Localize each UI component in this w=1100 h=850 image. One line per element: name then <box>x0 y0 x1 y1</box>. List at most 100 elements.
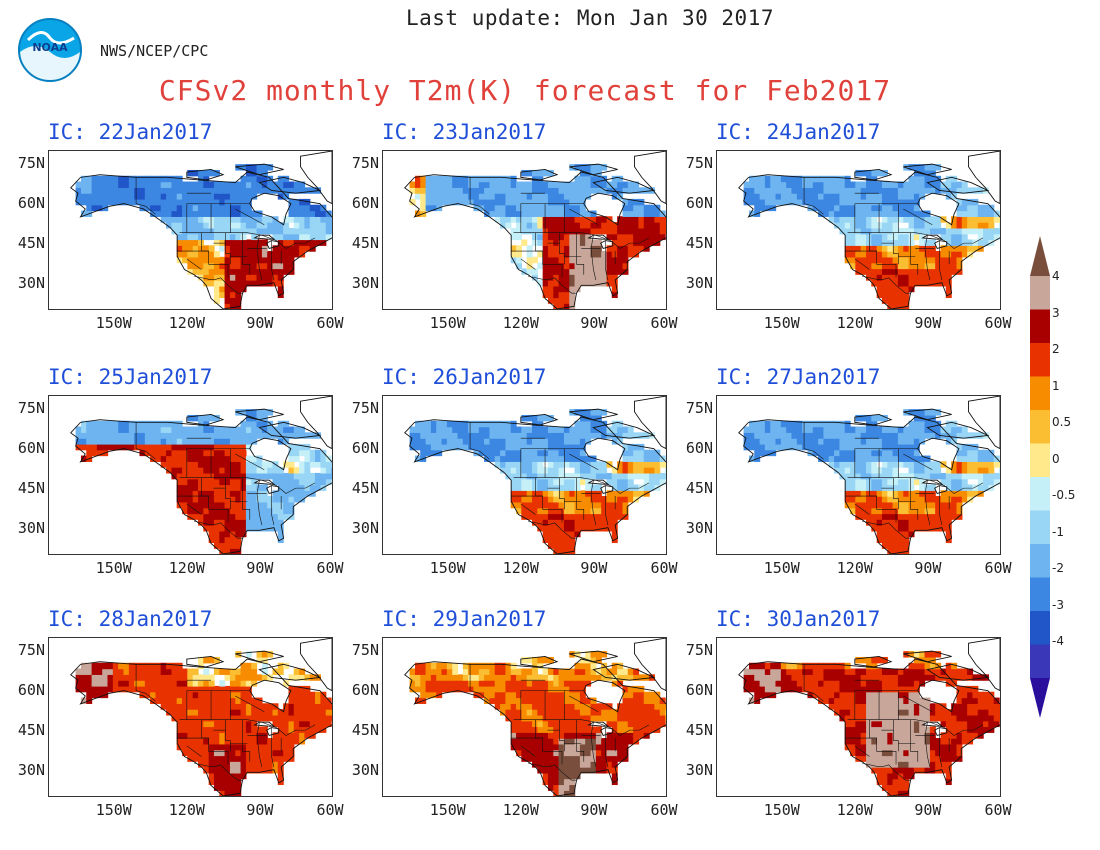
forecast-map <box>716 637 1001 797</box>
forecast-panel: IC: 28Jan2017 75N 60N 45N 30N 150W 120W 90W 60W <box>18 607 344 822</box>
longitude-tick-label: 150W <box>763 801 800 819</box>
longitude-axis: 150W 120W 90W 60W <box>716 801 1012 821</box>
longitude-tick-label: 120W <box>836 314 873 332</box>
longitude-tick-label: 60W <box>316 801 344 819</box>
forecast-map <box>716 395 1001 555</box>
latitude-tick-label: 75N <box>17 154 45 173</box>
longitude-tick-label: 90W <box>580 801 608 819</box>
colorbar-label: 0 <box>1052 451 1060 466</box>
colorbar-swatch <box>1030 477 1050 511</box>
colorbar-label: 0.5 <box>1052 415 1072 430</box>
anomaly-field <box>70 638 332 796</box>
latitude-tick-label: 30N <box>685 519 713 538</box>
longitude-tick-label: 90W <box>246 314 274 332</box>
latitude-tick-label: 30N <box>685 761 713 780</box>
latitude-tick-label: 75N <box>351 154 379 173</box>
longitude-tick-label: 150W <box>763 559 800 577</box>
latitude-tick-label: 45N <box>685 234 713 253</box>
latitude-tick-label: 60N <box>17 681 45 700</box>
latitude-tick-label: 60N <box>351 194 379 213</box>
panel-ic-label: IC: 26Jan2017 <box>382 365 547 389</box>
colorbar-label: -2 <box>1052 561 1064 576</box>
latitude-tick-label: 30N <box>351 519 379 538</box>
forecast-panel: IC: 30Jan2017 75N 60N 45N 30N 150W 120W 90W 60W <box>686 607 1012 822</box>
colorbar-swatch <box>1030 611 1050 645</box>
latitude-axis: 75N 60N 45N 30N <box>341 150 379 310</box>
longitude-tick-label: 120W <box>836 801 873 819</box>
latitude-tick-label: 30N <box>351 761 379 780</box>
longitude-axis: 150W 120W 90W 60W <box>716 559 1012 579</box>
panel-ic-label: IC: 27Jan2017 <box>716 365 881 389</box>
colorbar-label: -3 <box>1052 597 1064 612</box>
forecast-panel: IC: 24Jan2017 75N 60N 45N 30N 150W 120W 90W 60W <box>686 120 1012 335</box>
anomaly-field <box>738 638 1000 796</box>
anomaly-field <box>404 151 666 309</box>
latitude-tick-label: 60N <box>685 681 713 700</box>
panel-ic-label: IC: 25Jan2017 <box>48 365 213 389</box>
latitude-tick-label: 30N <box>351 274 379 293</box>
longitude-tick-label: 90W <box>914 314 942 332</box>
latitude-tick-label: 75N <box>351 641 379 660</box>
latitude-tick-label: 60N <box>685 439 713 458</box>
longitude-axis: 150W 120W 90W 60W <box>48 559 344 579</box>
forecast-panel: IC: 25Jan2017 75N 60N 45N 30N 150W 120W 90W 60W <box>18 365 344 580</box>
latitude-axis: 75N 60N 45N 30N <box>675 637 713 797</box>
longitude-tick-label: 120W <box>168 559 205 577</box>
latitude-tick-label: 30N <box>17 274 45 293</box>
latitude-tick-label: 45N <box>17 721 45 740</box>
colorbar-label: -0.5 <box>1052 488 1076 503</box>
latitude-tick-label: 45N <box>17 234 45 253</box>
latitude-tick-label: 30N <box>685 274 713 293</box>
forecast-map <box>48 637 333 797</box>
latitude-tick-label: 45N <box>17 479 45 498</box>
latitude-tick-label: 60N <box>351 439 379 458</box>
latitude-tick-label: 45N <box>351 721 379 740</box>
colorbar-swatch <box>1030 410 1050 444</box>
colorbar-swatches <box>1030 236 1050 718</box>
latitude-tick-label: 45N <box>351 234 379 253</box>
longitude-tick-label: 150W <box>429 559 466 577</box>
latitude-tick-label: 30N <box>17 761 45 780</box>
colorbar-label: 4 <box>1052 269 1060 283</box>
colorbar-swatch <box>1030 309 1050 344</box>
longitude-tick-label: 120W <box>836 559 873 577</box>
latitude-tick-label: 75N <box>351 399 379 418</box>
org-name: NWS/NCEP/CPC <box>100 42 209 60</box>
latitude-tick-label: 75N <box>17 399 45 418</box>
colorbar-swatch <box>1030 376 1050 411</box>
latitude-tick-label: 60N <box>351 681 379 700</box>
longitude-tick-label: 90W <box>914 559 942 577</box>
colorbar-swatch <box>1030 577 1050 612</box>
longitude-tick-label: 60W <box>984 559 1012 577</box>
panel-ic-label: IC: 29Jan2017 <box>382 607 547 631</box>
longitude-axis: 150W 120W 90W 60W <box>382 314 678 334</box>
longitude-tick-label: 90W <box>914 801 942 819</box>
colorbar-label: 3 <box>1052 305 1060 320</box>
forecast-panel: IC: 26Jan2017 75N 60N 45N 30N 150W 120W 90W 60W <box>352 365 678 580</box>
longitude-tick-label: 60W <box>984 801 1012 819</box>
anomaly-field <box>738 151 1000 309</box>
latitude-axis: 75N 60N 45N 30N <box>675 395 713 555</box>
longitude-axis: 150W 120W 90W 60W <box>382 801 678 821</box>
longitude-axis: 150W 120W 90W 60W <box>48 314 344 334</box>
colorbar-label: 1 <box>1052 378 1060 393</box>
latitude-axis: 75N 60N 45N 30N <box>7 395 45 555</box>
colorbar-swatch <box>1030 644 1050 679</box>
latitude-tick-label: 45N <box>685 721 713 740</box>
panel-ic-label: IC: 22Jan2017 <box>48 120 213 144</box>
latitude-axis: 75N 60N 45N 30N <box>675 150 713 310</box>
noaa-logo-text: NOAA <box>32 41 68 54</box>
anomaly-field <box>70 396 332 554</box>
forecast-map <box>48 150 333 310</box>
forecast-map <box>382 150 667 310</box>
colorbar-swatch <box>1030 678 1050 718</box>
longitude-tick-label: 150W <box>95 314 132 332</box>
longitude-tick-label: 60W <box>650 559 678 577</box>
longitude-tick-label: 120W <box>502 559 539 577</box>
noaa-logo: NOAA <box>18 18 82 82</box>
colorbar-label: -1 <box>1052 524 1064 539</box>
anomaly-field <box>404 396 666 554</box>
colorbar-swatch <box>1030 236 1050 276</box>
longitude-tick-label: 150W <box>95 801 132 819</box>
anomaly-field <box>738 396 1000 554</box>
